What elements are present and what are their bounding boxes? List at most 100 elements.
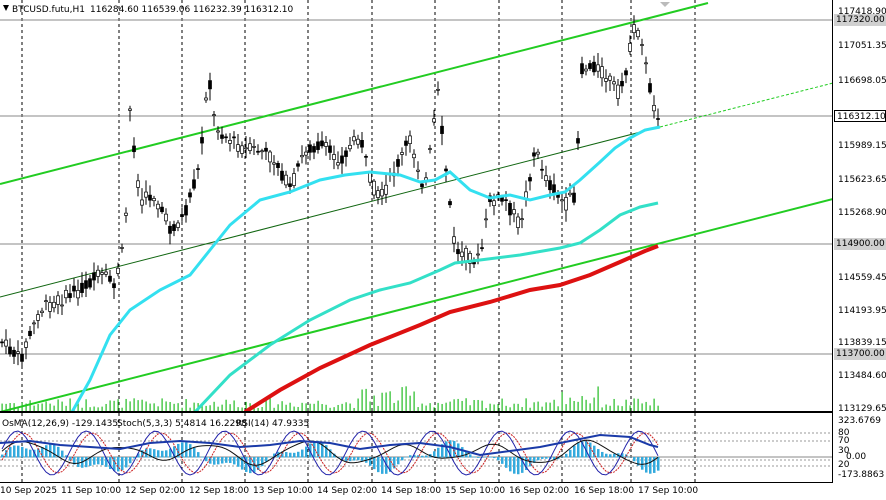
osma-bar <box>541 457 544 459</box>
volume-bar <box>537 401 539 411</box>
volume-bar <box>505 405 507 411</box>
level-label-mid[interactable]: 114900.00 <box>834 238 886 250</box>
volume-bar <box>173 403 175 411</box>
volume-bar <box>629 405 631 411</box>
osma-bar <box>521 457 524 473</box>
volume-bar <box>465 398 467 411</box>
osma-bar <box>397 457 400 465</box>
candle-body <box>528 177 532 182</box>
candle-body <box>536 151 540 155</box>
osma-bar <box>249 457 252 474</box>
volume-bar <box>333 407 335 411</box>
volume-bar <box>321 404 323 411</box>
volume-bar <box>33 405 35 411</box>
volume-bar <box>301 402 303 411</box>
candle-body <box>8 346 12 355</box>
osma-bar <box>629 456 632 458</box>
candle-body <box>344 150 348 157</box>
osma-bar <box>417 455 420 458</box>
osma-bar <box>641 457 644 470</box>
candle-body <box>616 84 620 99</box>
osma-bar <box>525 457 528 470</box>
candle-body <box>64 289 68 299</box>
candle-body <box>644 62 648 65</box>
osma-bar <box>9 446 12 458</box>
volume-bar <box>449 401 451 411</box>
osma-bar <box>377 457 380 473</box>
candle-body <box>172 224 176 231</box>
time-tick: 12 Sep 18:00 <box>189 486 250 496</box>
candle-body <box>0 341 4 344</box>
oscillator-pane[interactable]: OsMA(12,26,9) -129.1435 Stoch(5,3,3) 5.4… <box>0 413 833 482</box>
osc-tick: 323.6769 <box>838 416 881 426</box>
volume-bar <box>49 403 51 411</box>
price-chart[interactable]: BTCUSD.futu,H1 116284.60 116539.06 11623… <box>0 0 833 412</box>
candle-body <box>276 162 280 168</box>
volume-bar <box>497 404 499 411</box>
osma-bar <box>497 457 500 461</box>
price-tick: 113129.65 <box>838 404 886 414</box>
time-tick: 17 Sep 10:00 <box>638 486 699 496</box>
time-tick: 10 Sep 2025 <box>0 486 58 496</box>
candle-body <box>324 142 328 147</box>
volume-bar <box>165 401 167 411</box>
volume-bar <box>233 400 235 411</box>
candle-body <box>152 198 156 202</box>
osma-bar <box>301 449 304 458</box>
volume-bar <box>401 387 403 411</box>
volume-bar <box>21 402 23 411</box>
volume-bar <box>85 399 87 411</box>
candle-body <box>408 135 412 144</box>
osma-bar <box>169 448 172 458</box>
candle-body <box>520 218 524 221</box>
volume-bar <box>581 396 583 411</box>
volume-bar <box>181 407 183 411</box>
candle-body <box>372 180 376 196</box>
candle-body <box>512 209 516 215</box>
candle-body <box>80 282 84 293</box>
candle-body <box>380 189 384 197</box>
volume-bar <box>245 401 247 411</box>
osma-bar <box>185 442 188 458</box>
osma-bar <box>241 457 244 470</box>
candle-body <box>584 68 588 72</box>
candle-body <box>432 118 436 123</box>
osma-bar <box>333 453 336 458</box>
osma-bar <box>209 457 212 464</box>
osma-bar <box>357 457 360 461</box>
candle-body <box>128 108 132 111</box>
volume-bar <box>45 401 47 411</box>
osma-bar <box>609 454 612 458</box>
volume-bar <box>445 402 447 411</box>
candle-body <box>20 353 24 362</box>
volume-bar <box>257 407 259 411</box>
osma-bar <box>273 453 276 458</box>
level-label-upper[interactable]: 117320.00 <box>834 14 886 26</box>
candle-body <box>148 194 152 201</box>
pane-separator[interactable] <box>0 411 833 413</box>
osma-bar <box>565 453 568 458</box>
osma-bar <box>37 448 40 458</box>
candle-body <box>648 83 652 93</box>
candle-body <box>132 145 136 153</box>
candle-body <box>396 159 400 167</box>
candle-body <box>292 173 296 186</box>
candle-body <box>564 197 568 211</box>
candle-body <box>244 147 248 150</box>
candle-body <box>588 63 592 69</box>
level-label-lower[interactable]: 113700.00 <box>834 348 886 360</box>
trend-channel[interactable] <box>0 2 833 412</box>
volume-bar <box>285 404 287 411</box>
symbol-dropdown-icon[interactable] <box>3 5 9 11</box>
osma-bar <box>585 440 588 458</box>
volume-bar <box>113 400 115 411</box>
candle-body <box>144 191 148 198</box>
candle-body <box>484 218 488 221</box>
chart-shift-icon[interactable] <box>660 2 670 7</box>
volume-bar <box>425 405 427 411</box>
osma-bar <box>125 457 128 468</box>
volume-bar <box>385 392 387 411</box>
candle-body <box>112 283 116 289</box>
time-tick: 11 Sep 10:00 <box>61 486 122 496</box>
volume-bar <box>573 401 575 411</box>
